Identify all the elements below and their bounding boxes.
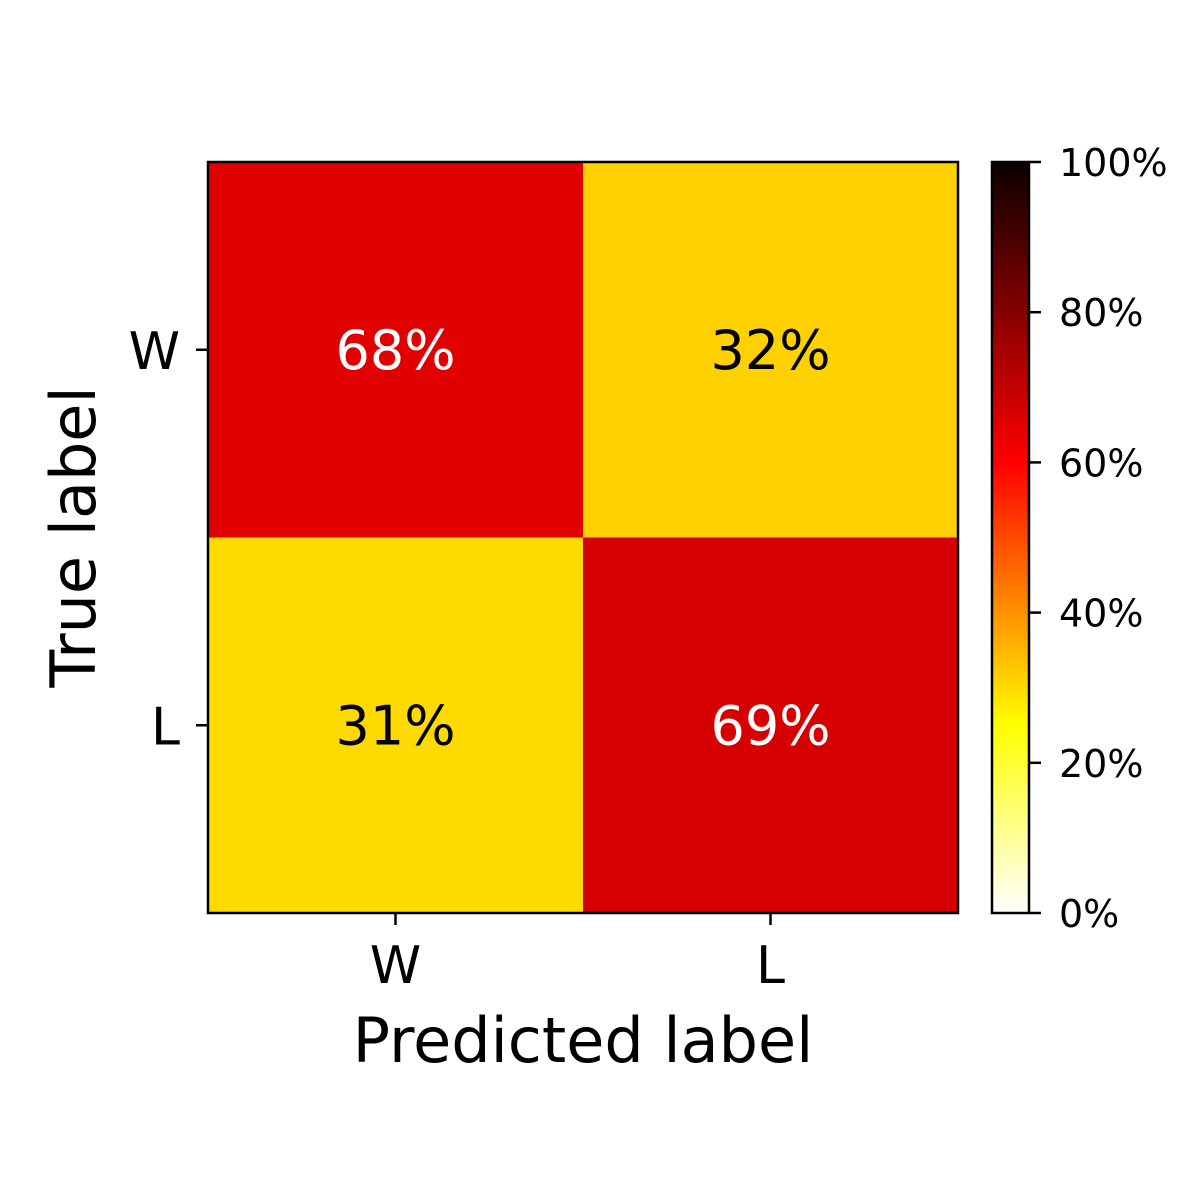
x-tick-label: W <box>370 936 421 996</box>
plot-frame <box>206 160 960 915</box>
cell-value-label: 68% <box>335 319 455 382</box>
cell-labels: 68% 32% 31% 69% <box>335 319 830 758</box>
cell-value-label: 32% <box>710 319 830 382</box>
colorbar-tick-label: 20% <box>1059 742 1143 786</box>
colorbar-ticks: 0% 20% 40% 60% 80% 100% <box>1029 141 1168 936</box>
y-tick-label: W <box>129 322 180 382</box>
cell-value-label: 69% <box>710 694 830 757</box>
heatmap-cell-L-W <box>208 537 584 914</box>
colorbar-tick-label: 60% <box>1059 441 1143 485</box>
heatmap-cell-L-L <box>583 537 959 914</box>
heatmap-cell-W-W <box>208 162 584 538</box>
colorbar-tick-label: 80% <box>1059 291 1143 335</box>
heatmap-cell-W-L <box>583 162 959 538</box>
colorbar-tick-label: 40% <box>1059 592 1143 636</box>
y-tick-label: L <box>151 697 180 757</box>
colorbar-tick-label: 0% <box>1059 892 1119 936</box>
colorbar <box>990 160 1031 915</box>
cell-value-label: 31% <box>335 694 455 757</box>
heatmap-cells <box>208 162 959 914</box>
x-axis-label: Predicted label <box>353 1004 814 1077</box>
y-axis-label: True label <box>37 386 110 688</box>
y-axis-ticks: WL <box>129 322 208 757</box>
colorbar-tick-label: 100% <box>1059 141 1168 185</box>
x-tick-label: L <box>756 936 785 996</box>
